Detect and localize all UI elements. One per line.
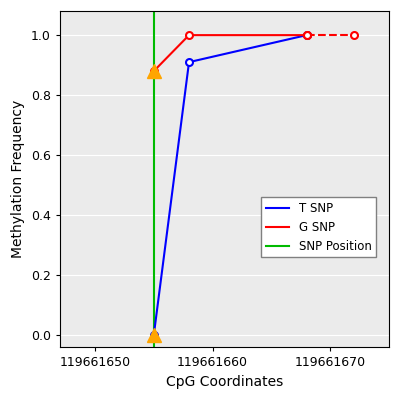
X-axis label: CpG Coordinates: CpG Coordinates: [166, 375, 283, 389]
Y-axis label: Methylation Frequency: Methylation Frequency: [11, 100, 25, 258]
Legend: T SNP, G SNP, SNP Position: T SNP, G SNP, SNP Position: [261, 197, 376, 257]
